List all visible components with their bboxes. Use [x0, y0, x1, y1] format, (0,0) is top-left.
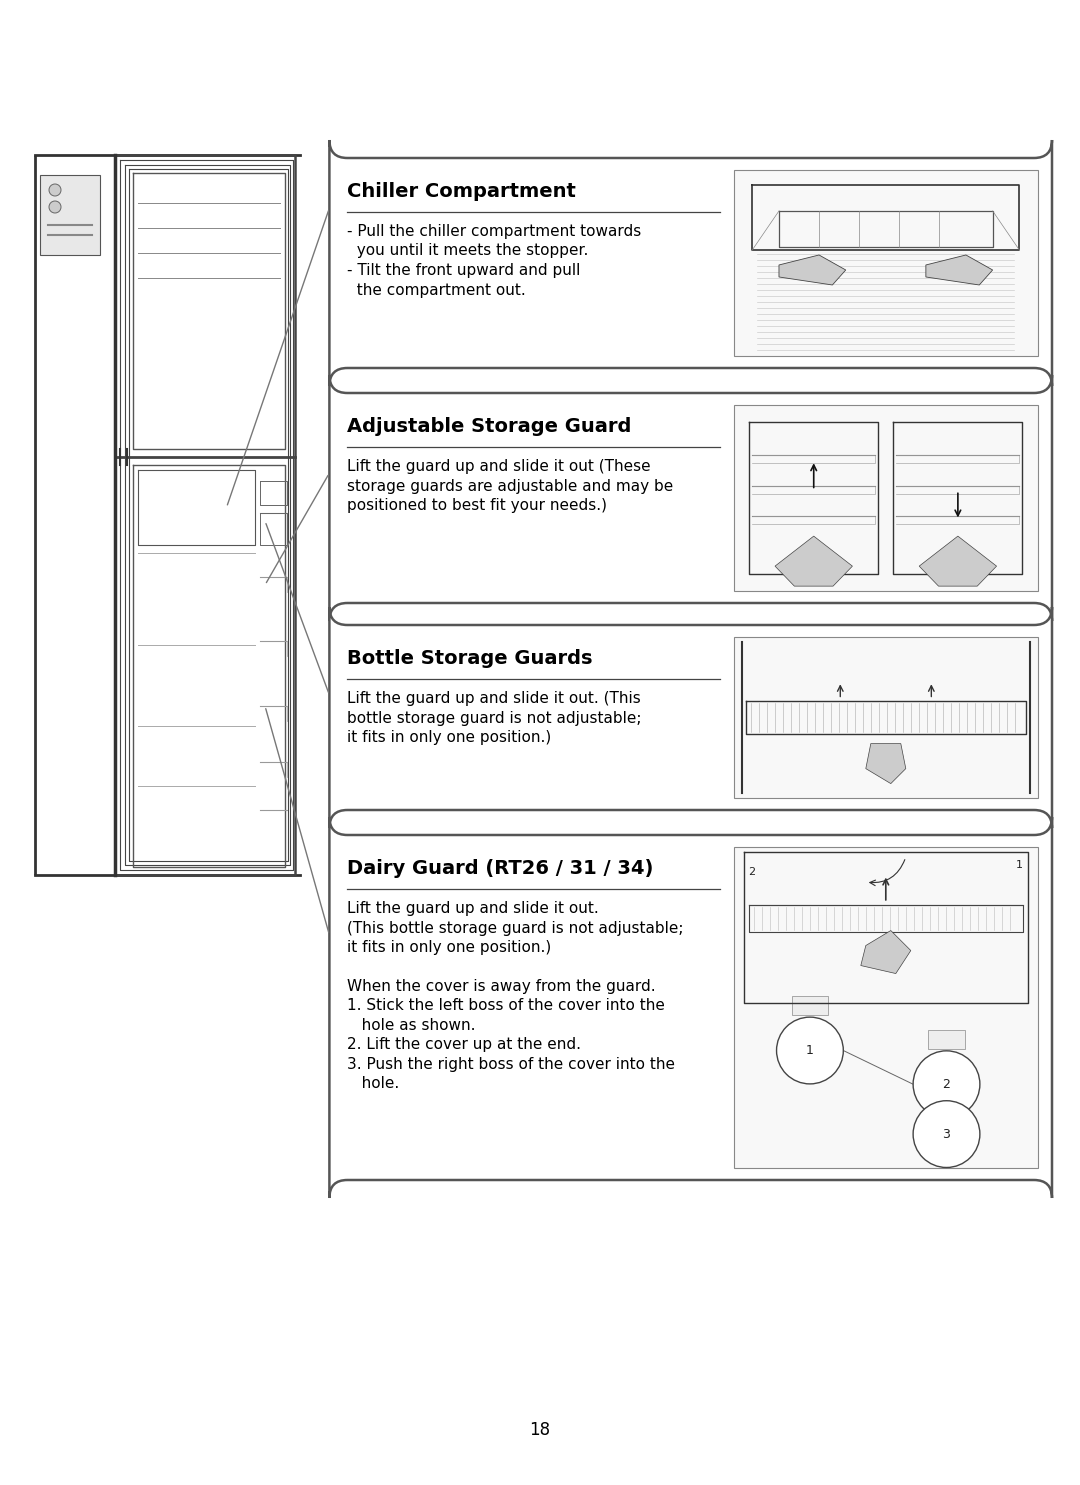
- Text: When the cover is away from the guard.: When the cover is away from the guard.: [348, 979, 656, 993]
- Circle shape: [777, 1017, 843, 1084]
- Text: 2: 2: [748, 867, 756, 878]
- Text: 2. Lift the cover up at the end.: 2. Lift the cover up at the end.: [348, 1038, 581, 1053]
- Bar: [734, 169, 1038, 356]
- Text: 3. Push the right boss of the cover into the: 3. Push the right boss of the cover into…: [348, 1057, 675, 1072]
- FancyBboxPatch shape: [329, 376, 1052, 621]
- Bar: [40, 175, 100, 255]
- Text: - Tilt the front upward and pull: - Tilt the front upward and pull: [348, 263, 581, 278]
- Bar: [734, 405, 1038, 591]
- Text: 18: 18: [529, 1421, 551, 1439]
- Circle shape: [49, 184, 60, 196]
- Circle shape: [913, 1051, 980, 1118]
- Text: 2: 2: [943, 1078, 950, 1090]
- Text: 1. Stick the left boss of the cover into the: 1. Stick the left boss of the cover into…: [348, 998, 665, 1013]
- Text: 1: 1: [806, 1044, 814, 1057]
- Bar: [734, 637, 1038, 797]
- Polygon shape: [775, 536, 852, 587]
- Text: bottle storage guard is not adjustable;: bottle storage guard is not adjustable;: [348, 710, 642, 726]
- Text: storage guards are adjustable and may be: storage guards are adjustable and may be: [348, 478, 674, 493]
- Text: - Pull the chiller compartment towards: - Pull the chiller compartment towards: [348, 224, 642, 239]
- Text: positioned to best fit your needs.): positioned to best fit your needs.): [348, 497, 607, 512]
- FancyBboxPatch shape: [329, 817, 1052, 1198]
- Polygon shape: [919, 536, 997, 587]
- Bar: [734, 846, 1038, 1169]
- Text: Adjustable Storage Guard: Adjustable Storage Guard: [348, 417, 632, 437]
- Text: it fits in only one position.): it fits in only one position.): [348, 940, 552, 955]
- Bar: [929, 1080, 964, 1099]
- Text: 1: 1: [1016, 860, 1023, 870]
- Polygon shape: [779, 255, 846, 285]
- Circle shape: [49, 200, 60, 212]
- Text: you until it meets the stopper.: you until it meets the stopper.: [348, 244, 589, 258]
- Bar: [929, 1029, 964, 1048]
- FancyBboxPatch shape: [329, 140, 1052, 386]
- Polygon shape: [866, 744, 906, 784]
- Text: Dairy Guard (RT26 / 31 / 34): Dairy Guard (RT26 / 31 / 34): [348, 858, 653, 878]
- Bar: [792, 996, 828, 1016]
- Polygon shape: [861, 931, 910, 974]
- Text: hole.: hole.: [348, 1077, 400, 1091]
- Polygon shape: [926, 255, 993, 285]
- Text: Lift the guard up and slide it out. (This: Lift the guard up and slide it out. (Thi…: [348, 691, 642, 705]
- Text: (This bottle storage guard is not adjustable;: (This bottle storage guard is not adjust…: [348, 921, 684, 936]
- Text: Chiller Compartment: Chiller Compartment: [348, 183, 577, 200]
- Text: Lift the guard up and slide it out.: Lift the guard up and slide it out.: [348, 901, 599, 916]
- Text: hole as shown.: hole as shown.: [348, 1019, 476, 1034]
- Circle shape: [913, 1100, 980, 1167]
- Text: 3: 3: [943, 1127, 950, 1140]
- Text: the compartment out.: the compartment out.: [348, 282, 526, 297]
- Text: Lift the guard up and slide it out (These: Lift the guard up and slide it out (Thes…: [348, 459, 651, 474]
- Text: it fits in only one position.): it fits in only one position.): [348, 731, 552, 745]
- FancyBboxPatch shape: [329, 607, 1052, 829]
- Text: Bottle Storage Guards: Bottle Storage Guards: [348, 649, 593, 668]
